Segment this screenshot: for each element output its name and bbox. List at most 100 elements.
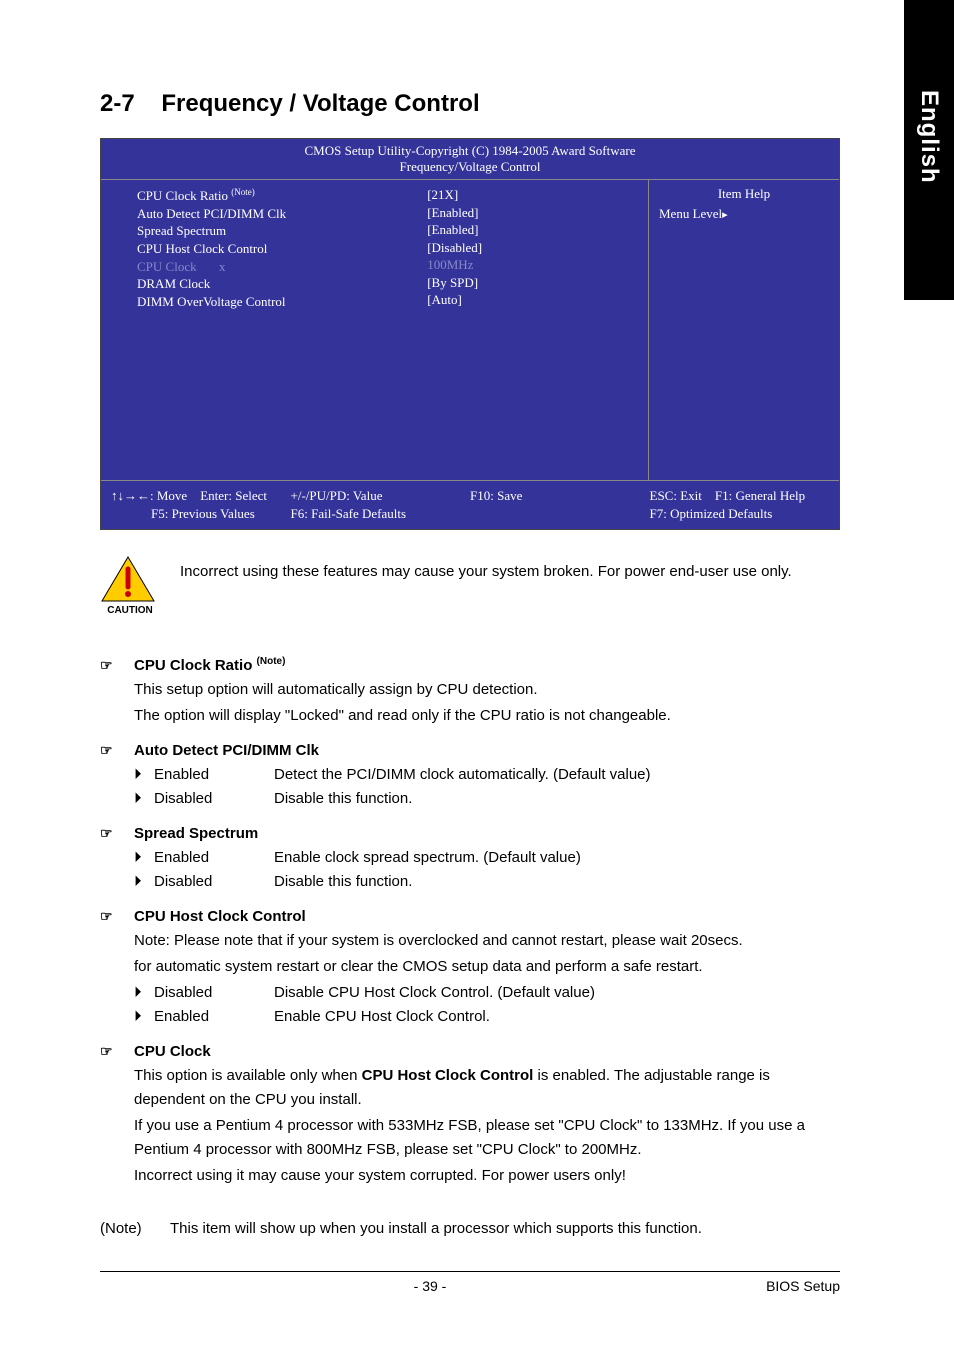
option-paragraph: for automatic system restart or clear th… xyxy=(134,955,820,979)
option-heading: ☞CPU Clock Ratio (Note) xyxy=(100,656,820,674)
option-paragraph: Note: Please note that if your system is… xyxy=(134,929,820,953)
page-footer: - 39 - BIOS Setup xyxy=(100,1271,840,1294)
bios-setting-value: [Auto] xyxy=(427,291,638,309)
language-tab-text: English xyxy=(915,90,943,184)
option-heading: ☞CPU Clock xyxy=(100,1043,820,1060)
bios-setting-label: DIMM OverVoltage Control xyxy=(111,293,427,311)
value-name: Disabled xyxy=(154,870,274,894)
bios-setting-value: 100MHz xyxy=(427,256,638,274)
bios-key-move: ↑↓→←: Move Enter: Select xyxy=(111,487,291,505)
value-desc: Enable clock spread spectrum. (Default v… xyxy=(274,846,820,870)
option-body: ⏵EnabledEnable clock spread spectrum. (D… xyxy=(100,846,820,894)
value-name: Enabled xyxy=(154,763,274,787)
value-marker-icon: ⏵ xyxy=(134,981,154,1005)
value-desc: Disable this function. xyxy=(274,787,820,811)
option-body: Note: Please note that if your system is… xyxy=(100,929,820,1029)
option-block: ☞CPU Clock This option is available only … xyxy=(100,1043,820,1188)
option-value-row: ⏵DisabledDisable this function. xyxy=(134,787,820,811)
value-name: Enabled xyxy=(154,846,274,870)
section-title: 2-7 Frequency / Voltage Control xyxy=(100,90,820,118)
value-name: Enabled xyxy=(154,1005,274,1029)
bios-help-title: Item Help xyxy=(659,186,829,202)
option-paragraph: Incorrect using it may cause your system… xyxy=(134,1164,820,1188)
option-body: This setup option will automatically ass… xyxy=(100,678,820,728)
bios-body: CPU Clock Ratio (Note)Auto Detect PCI/DI… xyxy=(101,180,839,480)
footnote-label: (Note) xyxy=(100,1218,150,1241)
value-desc: Disable CPU Host Clock Control. (Default… xyxy=(274,981,820,1005)
caution-icon-wrap: CAUTION xyxy=(100,555,160,616)
bios-key-empty xyxy=(470,505,650,523)
footer-left xyxy=(100,1278,140,1294)
page-number: - 39 - xyxy=(140,1278,720,1294)
option-body: This option is available only when CPU H… xyxy=(100,1064,820,1188)
footnote-text: This item will show up when you install … xyxy=(170,1218,702,1241)
bios-header-line1: CMOS Setup Utility-Copyright (C) 1984-20… xyxy=(101,143,839,159)
option-paragraph: This setup option will automatically ass… xyxy=(134,678,820,702)
value-name: Disabled xyxy=(154,981,274,1005)
bios-key-save: F10: Save xyxy=(470,487,650,505)
option-heading: ☞CPU Host Clock Control xyxy=(100,908,820,925)
option-value-row: ⏵EnabledDetect the PCI/DIMM clock automa… xyxy=(134,763,820,787)
footer-section: BIOS Setup xyxy=(720,1278,840,1294)
bios-header-line2: Frequency/Voltage Control xyxy=(101,159,839,175)
bios-setting-value: [Disabled] xyxy=(427,239,638,257)
bios-setting-label: xCPU Clock xyxy=(111,258,427,276)
options-list: ☞CPU Clock Ratio (Note) This setup option… xyxy=(100,656,820,1188)
option-value-row: ⏵EnabledEnable clock spread spectrum. (D… xyxy=(134,846,820,870)
bios-menu-level: Menu Level▸ xyxy=(659,206,829,222)
option-paragraph: This option is available only when CPU H… xyxy=(134,1064,820,1112)
bios-setting-label: Auto Detect PCI/DIMM Clk xyxy=(111,205,427,223)
bios-key-f6: F6: Fail-Safe Defaults xyxy=(291,505,471,523)
option-paragraph: The option will display "Locked" and rea… xyxy=(134,704,820,728)
caution-text: Incorrect using these features may cause… xyxy=(180,555,792,584)
page-content: 2-7 Frequency / Voltage Control CMOS Set… xyxy=(0,0,880,1334)
option-paragraph: If you use a Pentium 4 processor with 53… xyxy=(134,1114,820,1162)
option-value-row: ⏵DisabledDisable CPU Host Clock Control.… xyxy=(134,981,820,1005)
bios-screenshot: CMOS Setup Utility-Copyright (C) 1984-20… xyxy=(100,138,840,530)
bios-settings-panel: CPU Clock Ratio (Note)Auto Detect PCI/DI… xyxy=(101,180,649,480)
bios-setting-label: CPU Host Clock Control xyxy=(111,240,427,258)
option-block: ☞Auto Detect PCI/DIMM Clk ⏵EnabledDetect … xyxy=(100,742,820,811)
bios-setting-value: [Enabled] xyxy=(427,204,638,222)
pointer-icon: ☞ xyxy=(100,825,120,842)
bios-setting-label: Spread Spectrum xyxy=(111,222,427,240)
option-value-row: ⏵EnabledEnable CPU Host Clock Control. xyxy=(134,1005,820,1029)
bios-key-f5: F5: Previous Values xyxy=(111,505,291,523)
bios-header: CMOS Setup Utility-Copyright (C) 1984-20… xyxy=(101,139,839,180)
bios-setting-value: [21X] xyxy=(427,186,638,204)
value-marker-icon: ⏵ xyxy=(134,870,154,894)
value-marker-icon: ⏵ xyxy=(134,846,154,870)
pointer-icon: ☞ xyxy=(100,908,120,925)
bios-setting-label: CPU Clock Ratio (Note) xyxy=(111,186,427,205)
option-heading: ☞Auto Detect PCI/DIMM Clk xyxy=(100,742,820,759)
pointer-icon: ☞ xyxy=(100,742,120,759)
language-tab: English xyxy=(904,0,954,300)
bios-key-exit: ESC: Exit F1: General Help xyxy=(650,487,830,505)
footnote: (Note) This item will show up when you i… xyxy=(100,1218,820,1241)
option-block: ☞CPU Clock Ratio (Note) This setup option… xyxy=(100,656,820,728)
bios-setting-value: [By SPD] xyxy=(427,274,638,292)
option-body: ⏵EnabledDetect the PCI/DIMM clock automa… xyxy=(100,763,820,811)
option-heading: ☞Spread Spectrum xyxy=(100,825,820,842)
section-number: 2-7 xyxy=(100,90,135,117)
menu-level-arrow-icon: ▸ xyxy=(722,209,728,221)
bios-key-value: +/-/PU/PD: Value xyxy=(291,487,471,505)
bios-setting-label: DRAM Clock xyxy=(111,275,427,293)
value-name: Disabled xyxy=(154,787,274,811)
section-title-text: Frequency / Voltage Control xyxy=(161,90,479,117)
option-block: ☞Spread Spectrum ⏵EnabledEnable clock spr… xyxy=(100,825,820,894)
bios-help-panel: Item Help Menu Level▸ xyxy=(649,180,839,480)
option-value-row: ⏵DisabledDisable this function. xyxy=(134,870,820,894)
value-marker-icon: ⏵ xyxy=(134,763,154,787)
caution-block: CAUTION Incorrect using these features m… xyxy=(100,555,820,616)
value-desc: Detect the PCI/DIMM clock automatically.… xyxy=(274,763,820,787)
bios-footer: ↑↓→←: Move Enter: Select +/-/PU/PD: Valu… xyxy=(101,480,839,529)
value-desc: Disable this function. xyxy=(274,870,820,894)
value-marker-icon: ⏵ xyxy=(134,787,154,811)
bios-setting-value: [Enabled] xyxy=(427,221,638,239)
option-block: ☞CPU Host Clock Control Note: Please note… xyxy=(100,908,820,1029)
caution-triangle-icon xyxy=(100,555,160,603)
pointer-icon: ☞ xyxy=(100,1043,120,1060)
value-marker-icon: ⏵ xyxy=(134,1005,154,1029)
value-desc: Enable CPU Host Clock Control. xyxy=(274,1005,820,1029)
